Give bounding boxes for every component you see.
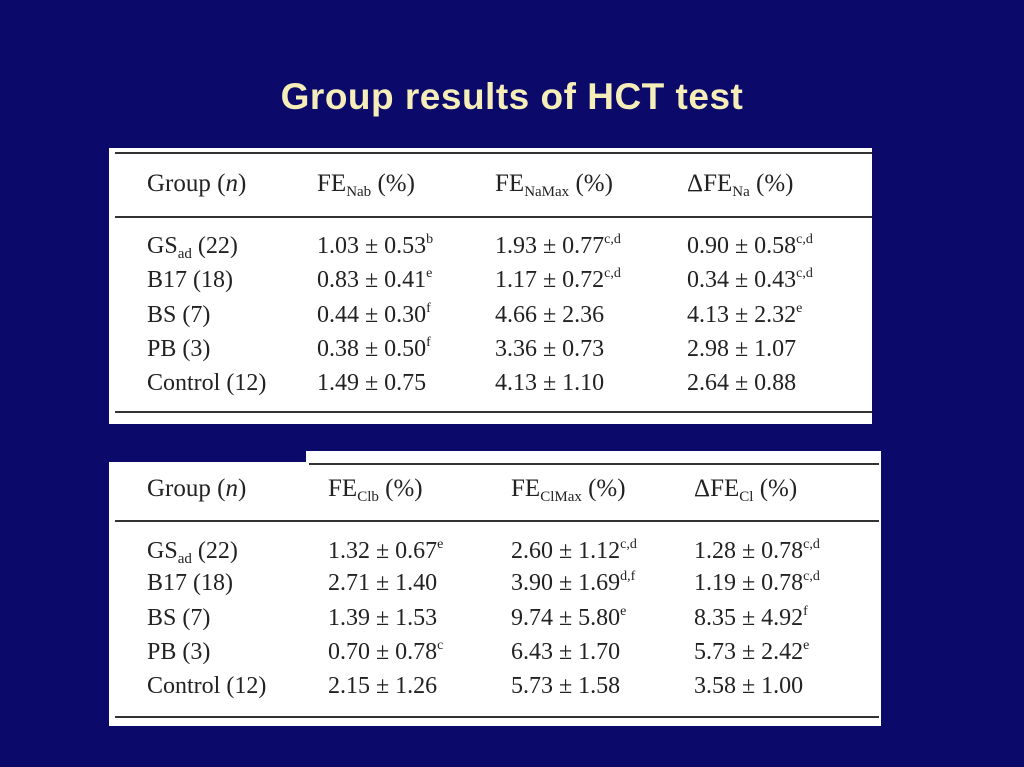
column-header: FENab (%) <box>317 170 415 200</box>
value-cell: 1.93 ± 0.77c,d <box>495 232 621 260</box>
column-header: ΔFECl (%) <box>694 475 798 505</box>
group-cell: GSad (22) <box>147 233 238 262</box>
value-cell: 0.34 ± 0.43c,d <box>687 266 813 294</box>
value-cell: 1.03 ± 0.53b <box>317 232 434 260</box>
value-cell: 1.49 ± 0.75 <box>317 370 427 396</box>
column-header: Group (n) <box>147 170 247 197</box>
group-cell: BS (7) <box>147 302 211 328</box>
value-cell: 4.13 ± 1.10 <box>495 370 605 396</box>
group-cell: BS (7) <box>147 605 211 631</box>
slide-title: Group results of HCT test <box>280 76 744 117</box>
chloride-table: Group (n) FEClb (%) FEClMax (%) ΔFECl (%) GS… <box>109 451 881 726</box>
group-cell: B17 (18) <box>147 570 233 596</box>
value-cell: 0.44 ± 0.30f <box>317 301 431 329</box>
value-cell: 1.19 ± 0.78c,d <box>694 569 820 597</box>
column-header: FENaMax (%) <box>495 170 613 200</box>
value-cell: 6.43 ± 1.70 <box>511 639 621 665</box>
value-cell: 9.74 ± 5.80e <box>511 604 627 632</box>
value-cell: 4.66 ± 2.36 <box>495 302 605 328</box>
value-cell: 2.15 ± 1.26 <box>328 673 438 699</box>
table-rule <box>115 520 879 522</box>
value-cell: 2.71 ± 1.40 <box>328 570 438 596</box>
column-header: Group (n) <box>147 475 247 502</box>
value-cell: 2.64 ± 0.88 <box>687 370 797 396</box>
table-rule <box>115 152 872 154</box>
value-cell: 0.83 ± 0.41e <box>317 266 433 294</box>
table-rule <box>115 216 872 218</box>
table-rule <box>309 463 879 465</box>
value-cell: 3.90 ± 1.69d,f <box>511 569 636 597</box>
value-cell: 8.35 ± 4.92f <box>694 604 808 632</box>
table-rule <box>115 411 872 413</box>
value-cell: 1.32 ± 0.67e <box>328 537 444 565</box>
column-header: FEClMax (%) <box>511 475 626 505</box>
value-cell: 0.38 ± 0.50f <box>317 335 431 363</box>
value-cell: 0.70 ± 0.78c <box>328 638 444 666</box>
group-cell: PB (3) <box>147 336 211 362</box>
value-cell: 3.36 ± 0.73 <box>495 336 605 362</box>
group-cell: PB (3) <box>147 639 211 665</box>
value-cell: 0.90 ± 0.58c,d <box>687 232 813 260</box>
table-rule <box>115 716 879 718</box>
value-cell: 4.13 ± 2.32e <box>687 301 803 329</box>
group-cell: Control (12) <box>147 370 267 396</box>
group-cell: GSad (22) <box>147 538 238 567</box>
group-cell: Control (12) <box>147 673 267 699</box>
column-header: FEClb (%) <box>328 475 423 505</box>
group-cell: B17 (18) <box>147 267 233 293</box>
value-cell: 2.98 ± 1.07 <box>687 336 797 362</box>
panel-notch <box>109 451 306 462</box>
column-header: ΔFENa (%) <box>687 170 794 200</box>
sodium-table: Group (n) FENab (%) FENaMax (%) ΔFENa (%) GS… <box>109 148 872 424</box>
value-cell: 5.73 ± 1.58 <box>511 673 621 699</box>
value-cell: 3.58 ± 1.00 <box>694 673 804 699</box>
value-cell: 1.17 ± 0.72c,d <box>495 266 621 294</box>
value-cell: 2.60 ± 1.12c,d <box>511 537 637 565</box>
value-cell: 1.39 ± 1.53 <box>328 605 438 631</box>
value-cell: 1.28 ± 0.78c,d <box>694 537 820 565</box>
value-cell: 5.73 ± 2.42e <box>694 638 810 666</box>
